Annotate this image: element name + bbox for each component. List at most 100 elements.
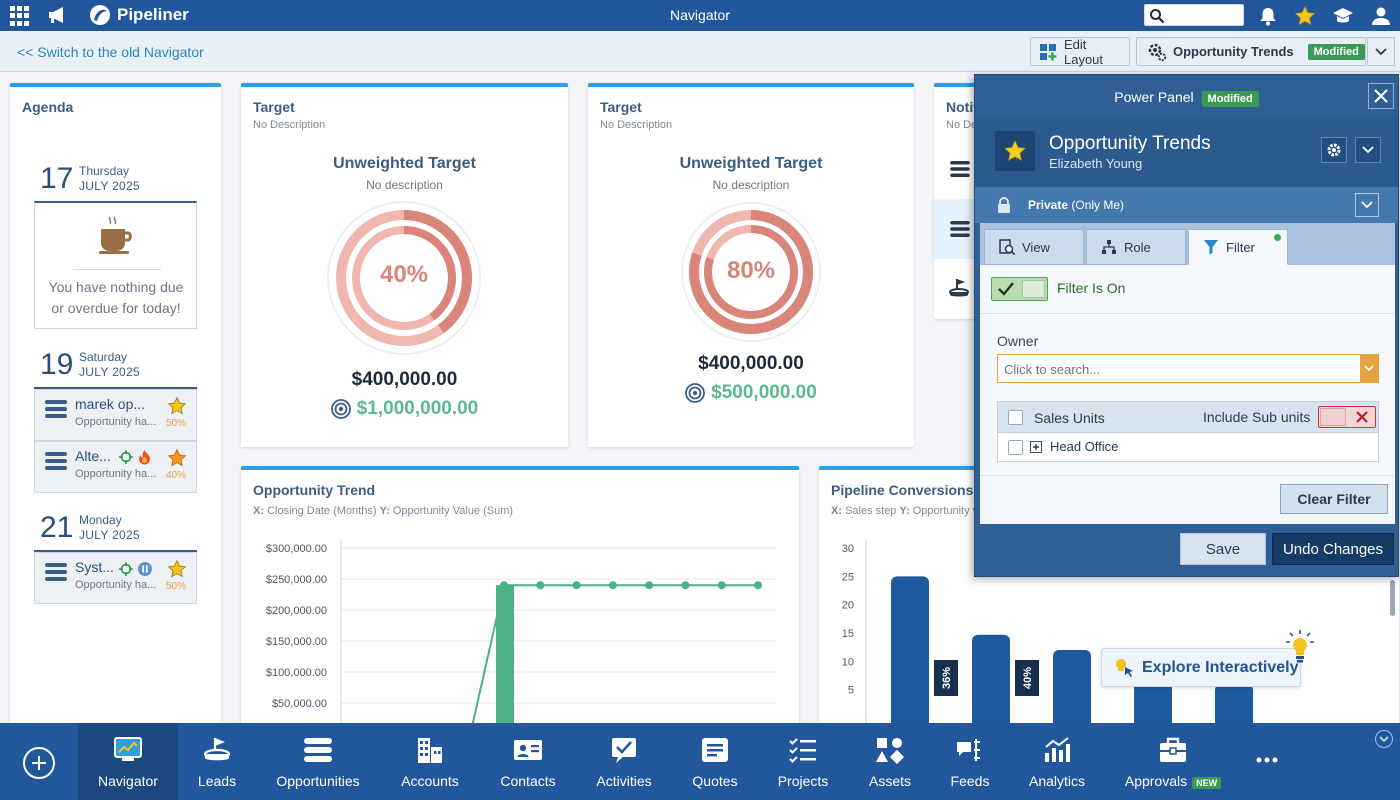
leads-icon	[203, 738, 231, 761]
sales-units-checkbox[interactable]	[1008, 410, 1023, 425]
pipeliner-logo[interactable]: Pipeliner	[88, 4, 189, 26]
app-name: Pipeliner	[117, 5, 189, 24]
favorite-toggle[interactable]	[995, 131, 1035, 171]
nav-leads[interactable]: Leads	[178, 723, 256, 800]
head-office-label: Head Office	[1050, 439, 1119, 454]
chevron-down-icon	[1364, 365, 1374, 372]
close-button[interactable]	[1368, 83, 1394, 109]
tab-view[interactable]: View	[984, 229, 1084, 265]
explore-interactively-button[interactable]: Explore Interactively	[1101, 648, 1301, 687]
conversion-label: 36%	[941, 667, 953, 689]
switch-old-navigator-link[interactable]: << Switch to the old Navigator	[17, 44, 204, 60]
nav-navigator[interactable]: Navigator	[78, 723, 178, 800]
agenda-item[interactable]: Syst... Opportunity ha... 50%	[34, 552, 197, 604]
nav-more[interactable]	[1246, 723, 1288, 800]
academy-button[interactable]	[1331, 4, 1355, 28]
sub-toolbar: << Switch to the old Navigator Edit Layo…	[0, 31, 1400, 72]
trend-chart-svg: $300,000.00 $250,000.00 $200,000.00 $150,00…	[266, 540, 776, 736]
target-ring-progress-inner	[352, 226, 456, 330]
feeds-icon	[957, 739, 980, 761]
nav-feeds[interactable]: Feeds	[936, 723, 1004, 800]
card-title: Notif	[946, 99, 978, 115]
nav-projects[interactable]: Projects	[764, 723, 842, 800]
agenda-item-probability: 40%	[166, 470, 187, 481]
collapse-nav-button[interactable]	[1375, 730, 1393, 748]
y-tick-label: 20	[842, 600, 854, 612]
opportunity-icon	[45, 452, 67, 470]
profile-menu-button[interactable]	[1355, 137, 1381, 163]
profile-owner: Elizabeth Young	[1049, 156, 1143, 171]
profile-settings-button[interactable]	[1321, 137, 1347, 163]
opportunity-trend-card: Opportunity Trend X: Closing Date (Month…	[241, 466, 799, 736]
day-number: 19	[40, 348, 74, 381]
privacy-selector[interactable]: Private (Only Me)	[975, 187, 1398, 223]
undo-changes-button[interactable]: Undo Changes	[1272, 533, 1394, 565]
toggle-knob	[1320, 408, 1346, 426]
lightbulb-icon[interactable]	[1285, 630, 1315, 664]
nav-label: Accounts	[401, 773, 459, 789]
profile-selector[interactable]: Opportunity Trends Modified	[1136, 37, 1366, 66]
analytics-icon	[1045, 737, 1070, 762]
owner-dropdown-button[interactable]	[1360, 355, 1378, 382]
chevron-down-icon	[1361, 201, 1373, 209]
megaphone-icon[interactable]	[47, 5, 69, 25]
clear-filter-button[interactable]: Clear Filter	[1280, 484, 1388, 514]
tab-filter[interactable]: Filter	[1188, 229, 1288, 265]
profile-name: Opportunity Trends	[1173, 44, 1294, 59]
nav-label: Feeds	[950, 773, 990, 789]
y-tick-label: $150,000.00	[266, 636, 327, 648]
expand-plus-icon[interactable]	[1030, 441, 1042, 453]
global-search[interactable]	[1144, 4, 1244, 26]
star-icon	[1004, 140, 1026, 161]
favorites-button[interactable]	[1293, 4, 1317, 28]
pipeliner-logo-icon	[90, 5, 110, 25]
conversion-label-box	[1015, 660, 1039, 696]
agenda-item[interactable]: marek op... Opportunity ha... 50%	[34, 389, 197, 441]
line-point	[536, 581, 545, 590]
sales-units-label: Sales Units	[1034, 410, 1105, 426]
agenda-item-sub: Opportunity ha...	[75, 416, 157, 428]
nav-activities[interactable]: Activities	[582, 723, 666, 800]
tab-role[interactable]: Role	[1086, 229, 1186, 265]
profile-dropdown-button[interactable]	[1367, 37, 1395, 66]
notifications-button[interactable]	[1256, 4, 1280, 28]
nav-label: Contacts	[500, 773, 556, 789]
activities-icon	[612, 738, 636, 763]
nav-quotes[interactable]: Quotes	[678, 723, 752, 800]
nav-approvals[interactable]: Approvals NEW	[1110, 723, 1236, 800]
chevron-down-icon	[1362, 146, 1374, 154]
modified-badge: Modified	[1201, 91, 1259, 107]
target-goal: $500,000.00	[588, 382, 914, 404]
save-button[interactable]: Save	[1180, 533, 1266, 565]
nav-contacts[interactable]: Contacts	[485, 723, 571, 800]
bulb-click-icon	[1116, 658, 1133, 677]
include-sub-units-toggle[interactable]	[1318, 406, 1376, 428]
star-icon	[167, 559, 187, 578]
opportunity-icon	[950, 161, 970, 177]
nav-analytics[interactable]: Analytics	[1016, 723, 1098, 800]
privacy-dropdown-button[interactable]	[1355, 193, 1379, 217]
head-office-checkbox[interactable]	[1008, 440, 1023, 455]
privacy-level: Private	[1028, 198, 1069, 212]
nav-opportunities[interactable]: Opportunities	[263, 723, 373, 800]
user-profile-button[interactable]	[1369, 4, 1393, 28]
create-new-button[interactable]	[23, 747, 55, 779]
nav-label: Navigator	[98, 773, 158, 789]
agenda-item-probability: 50%	[166, 581, 187, 592]
app-grid-icon[interactable]	[10, 6, 30, 26]
nav-assets[interactable]: Assets	[854, 723, 926, 800]
owner-search-field[interactable]	[997, 354, 1379, 383]
line-point	[681, 581, 690, 590]
day-name: Monday	[79, 513, 122, 527]
agenda-item[interactable]: Alte... Opportunity ha... 40%	[34, 441, 197, 493]
x-key: X:	[253, 505, 264, 517]
page-scrollbar[interactable]	[1390, 580, 1395, 616]
nav-accounts[interactable]: Accounts	[386, 723, 474, 800]
target-goal-value: $1,000,000.00	[356, 398, 479, 419]
search-input[interactable]	[1169, 7, 1241, 23]
top-bar: Pipeliner Navigator	[0, 0, 1400, 31]
edit-layout-icon	[1039, 43, 1057, 60]
edit-layout-button[interactable]: Edit Layout	[1030, 37, 1130, 67]
owner-search-input[interactable]	[1004, 360, 1354, 378]
filter-toggle[interactable]	[991, 277, 1048, 301]
